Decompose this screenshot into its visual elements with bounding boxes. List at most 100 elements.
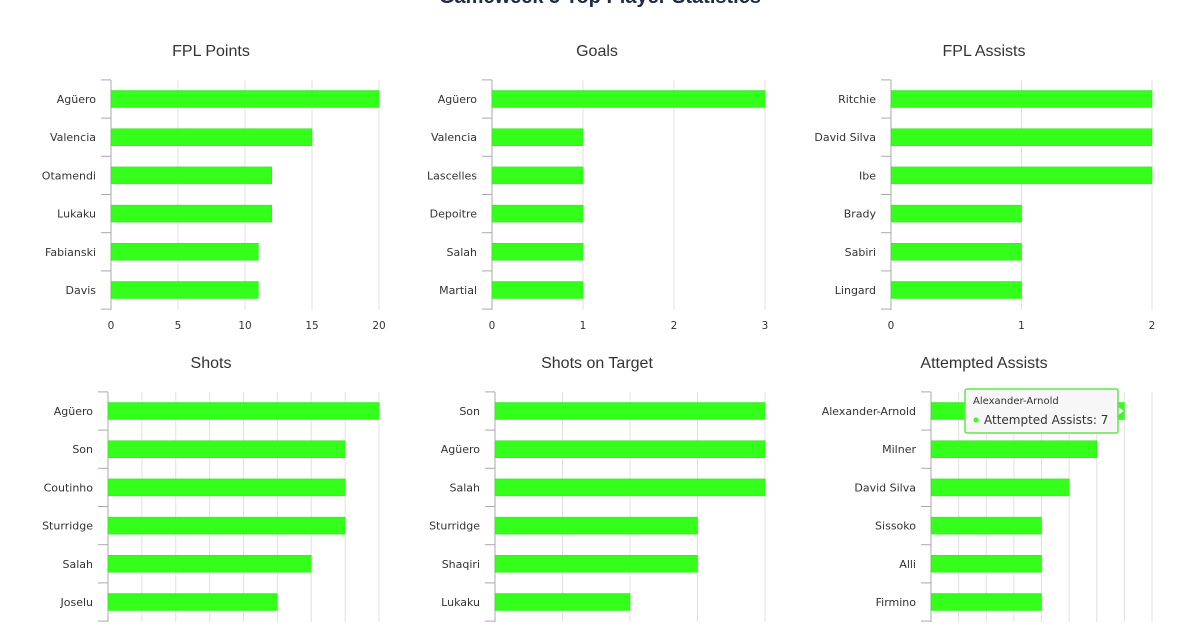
bar[interactable] (494, 440, 766, 458)
bar[interactable] (491, 243, 584, 261)
chart-title: Shots on Target (541, 355, 653, 372)
category-label: Sabiri (845, 246, 876, 259)
tooltip-pointer (1117, 404, 1127, 418)
category-label: Agüero (441, 443, 481, 456)
bar[interactable] (890, 166, 1153, 185)
bar[interactable] (890, 281, 1022, 299)
x-tick-label: 20 (372, 320, 385, 332)
chart-title: Goals (576, 43, 618, 60)
tooltip-category: Alexander-Arnold (973, 396, 1059, 407)
category-label: Lascelles (427, 169, 477, 182)
bar[interactable] (107, 440, 346, 458)
category-label: Fabianski (45, 246, 96, 259)
x-tick-label: 1 (1018, 320, 1025, 332)
category-label: Ibe (859, 169, 876, 182)
category-label: Lingard (835, 284, 876, 297)
x-tick-label: 15 (305, 320, 318, 332)
bar[interactable] (110, 281, 259, 299)
bar[interactable] (491, 128, 584, 146)
category-label: Lukaku (57, 208, 96, 221)
category-label: Sturridge (429, 520, 480, 533)
bar[interactable] (930, 478, 1070, 497)
x-tick-label: 0 (108, 320, 115, 332)
tooltip-value: Attempted Assists: 7 (984, 413, 1108, 427)
bar[interactable] (110, 128, 313, 146)
bar[interactable] (107, 593, 278, 611)
bar[interactable] (107, 555, 312, 573)
category-label: Agüero (57, 93, 97, 106)
bar[interactable] (494, 593, 631, 611)
bar[interactable] (494, 516, 698, 535)
x-tick-label: 0 (489, 320, 496, 332)
category-label: Alli (899, 558, 916, 571)
chart-panel-3: FPL Assists Ritchie David Silva Ibe Brady Sab… (814, 43, 1155, 332)
bar[interactable] (890, 243, 1022, 261)
bar[interactable] (110, 204, 273, 223)
bar[interactable] (494, 555, 698, 573)
bar[interactable] (491, 281, 584, 299)
chart-title: FPL Assists (943, 43, 1026, 60)
category-label: Salah (63, 558, 94, 571)
bar[interactable] (110, 166, 273, 185)
category-label: Coutinho (44, 481, 94, 494)
category-label: Otamendi (42, 169, 96, 182)
x-tick-label: 1 (580, 320, 587, 332)
category-label: David Silva (854, 481, 916, 494)
category-label: Joselu (59, 596, 93, 609)
category-label: Son (459, 405, 480, 418)
bar[interactable] (930, 593, 1042, 611)
category-label: Agüero (438, 93, 478, 106)
page-title: Gameweek 5 Top Player Statistics (0, 0, 1200, 9)
bar[interactable] (930, 516, 1042, 535)
category-label: Son (72, 443, 93, 456)
chart-panel-1: FPL Points Agüero Valencia Otamendi Lukaku Fa… (42, 43, 386, 332)
category-label: Ritchie (838, 93, 876, 106)
chart-panel-5: Shots on Target Son Agüero Salah Sturridge Sh… (429, 355, 766, 622)
bar[interactable] (110, 243, 259, 261)
category-label: Depoitre (430, 208, 478, 221)
category-label: Salah (447, 246, 478, 259)
chart-panel-2: Goals Agüero Valencia Lascelles Depoitre Sala… (427, 43, 768, 332)
category-label: Salah (450, 481, 481, 494)
category-label: Shaqiri (442, 558, 480, 571)
bar[interactable] (890, 90, 1153, 108)
category-label: David Silva (814, 131, 876, 144)
x-tick-label: 2 (1149, 320, 1156, 332)
bar[interactable] (890, 128, 1153, 146)
category-label: Agüero (54, 405, 94, 418)
chart-title: FPL Points (172, 43, 250, 60)
category-label: Martial (439, 284, 477, 297)
x-tick-label: 5 (175, 320, 182, 332)
bar[interactable] (107, 402, 380, 420)
chart-panel-6: Attempted Assists Alexander-Arnold Milner D… (822, 355, 1153, 622)
x-tick-label: 3 (762, 320, 769, 332)
x-tick-label: 10 (238, 320, 251, 332)
bar[interactable] (110, 90, 380, 108)
bar[interactable] (491, 166, 584, 185)
bar[interactable] (494, 478, 766, 497)
bar[interactable] (930, 440, 1097, 458)
bar[interactable] (491, 90, 766, 108)
category-label: Valencia (50, 131, 96, 144)
tooltip-series-dot (973, 417, 979, 423)
category-label: Sissoko (875, 520, 916, 533)
bar[interactable] (107, 516, 346, 535)
bar[interactable] (491, 204, 584, 223)
category-label: Davis (65, 284, 96, 297)
bar[interactable] (930, 555, 1042, 573)
category-label: Sturridge (42, 520, 93, 533)
category-label: Valencia (431, 131, 477, 144)
category-label: Milner (882, 443, 916, 456)
category-label: Lukaku (441, 596, 480, 609)
category-label: Brady (844, 208, 877, 221)
chart-panel-4: Shots Agüero Son Coutinho Sturridge Salah Jose… (42, 355, 380, 622)
bar[interactable] (890, 204, 1022, 223)
bar[interactable] (494, 402, 766, 420)
x-tick-label: 0 (888, 320, 895, 332)
bar[interactable] (107, 478, 346, 497)
chart-title: Attempted Assists (920, 355, 1047, 372)
category-label: Alexander-Arnold (822, 405, 916, 418)
category-label: Firmino (876, 596, 917, 609)
x-tick-label: 2 (671, 320, 678, 332)
